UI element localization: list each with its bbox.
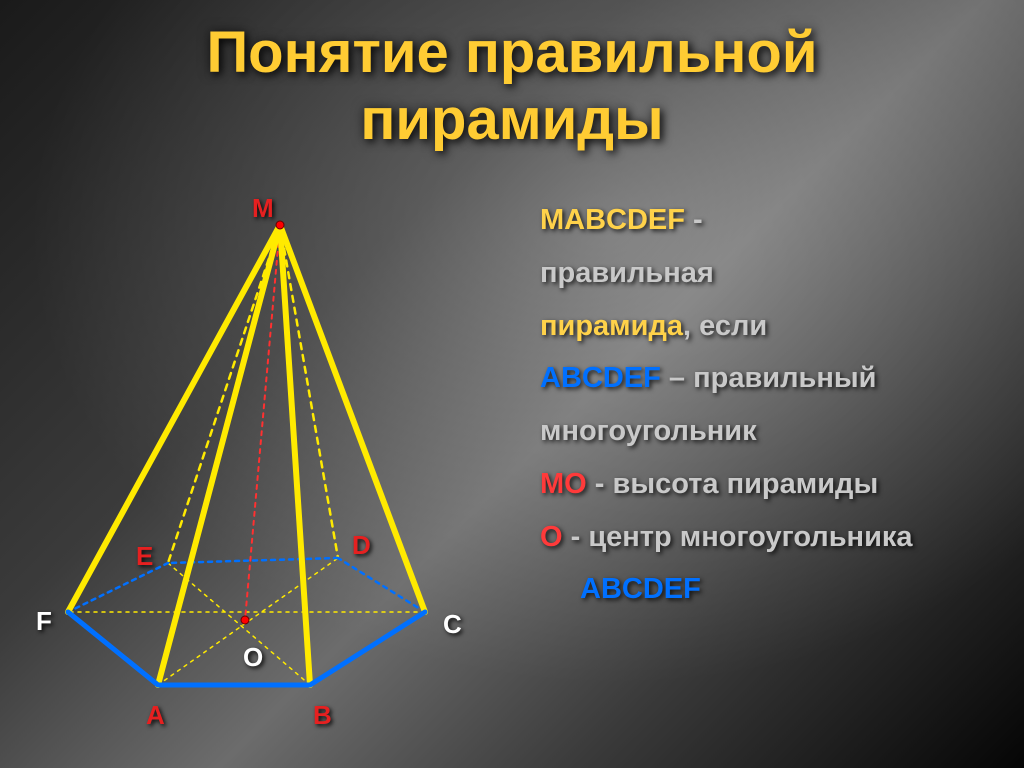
vertex-label-D: D: [352, 530, 371, 561]
title-line-1: Понятие правильной: [206, 20, 817, 85]
vertex-label-A: A: [146, 700, 165, 731]
explain-line: многоугольник: [540, 406, 1010, 457]
slide: Понятие правильной пирамиды MOABCDEF MAB…: [0, 0, 1024, 768]
explain-line: ABCDEF – правильный: [540, 353, 1010, 404]
explain-line: ABCDEF: [540, 564, 1010, 615]
vertex-label-M: M: [252, 193, 274, 224]
explain-line: МО - высота пирамиды: [540, 459, 1010, 510]
explanatory-text: MABCDEF -правильнаяпирамида, еслиABCDEF …: [540, 195, 1010, 617]
pyramid-diagram: M O A B C D E F: [30, 180, 530, 740]
explain-line: MABCDEF -: [540, 195, 1010, 246]
explain-line: правильная: [540, 248, 1010, 299]
explain-line: пирамида, если: [540, 301, 1010, 352]
vertex-label-F: F: [36, 606, 52, 637]
pyramid-svg: [30, 180, 530, 740]
vertex-label-C: C: [443, 609, 462, 640]
title-line-2: пирамиды: [360, 87, 663, 152]
explain-line: О - центр многоугольника: [540, 512, 1010, 563]
vertex-label-E: E: [136, 541, 153, 572]
vertex-label-B: B: [313, 700, 332, 731]
slide-title: Понятие правильной пирамиды: [0, 20, 1024, 153]
vertex-label-O: O: [243, 642, 263, 673]
